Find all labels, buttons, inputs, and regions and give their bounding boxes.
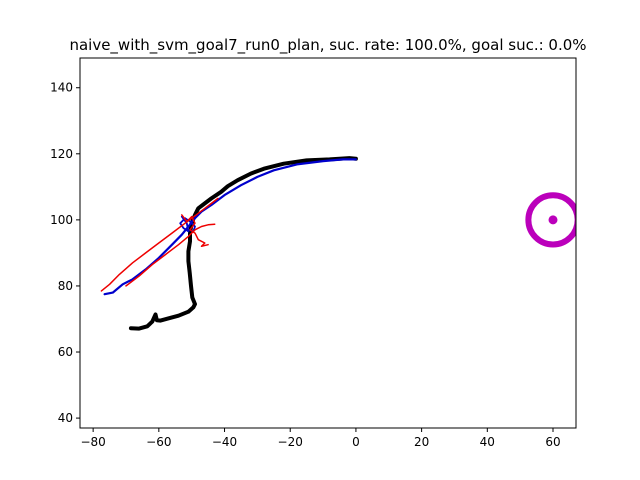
y-axis: 40 60 80 100 120 140 [50, 81, 80, 425]
series-line-planned-path [103, 158, 357, 296]
y-tick-label: 40 [58, 411, 73, 425]
x-tick-label: 20 [414, 435, 429, 449]
x-tick-label: −40 [212, 435, 237, 449]
y-tick-label: 120 [50, 147, 73, 161]
x-tick-label: −60 [146, 435, 171, 449]
goal-center-point [548, 215, 558, 225]
x-tick-label: 0 [352, 435, 360, 449]
x-axis: −80 −60 −40 −20 0 20 40 60 [80, 428, 561, 449]
series-layer [100, 156, 358, 331]
y-tick-label: 60 [58, 345, 73, 359]
series-line-svm-boundary-lower [125, 223, 216, 287]
x-tick-label: −20 [278, 435, 303, 449]
x-tick-label: 40 [480, 435, 495, 449]
y-tick-label: 100 [50, 213, 73, 227]
y-tick-label: 140 [50, 81, 73, 95]
goal-ring [525, 192, 576, 248]
plot-frame [79, 57, 577, 429]
chart-title: naive_with_svm_goal7_run0_plan, suc. rat… [69, 36, 586, 55]
series-line-executed-trajectory [128, 156, 358, 331]
x-tick-label: 60 [545, 435, 560, 449]
x-tick-label: −80 [80, 435, 105, 449]
series-line-planned-loop [179, 215, 196, 233]
series-line-svm-squiggle [181, 214, 209, 248]
goal-layer [525, 192, 576, 248]
series-line-svm-boundary-upper [100, 197, 219, 292]
y-tick-label: 80 [58, 279, 73, 293]
